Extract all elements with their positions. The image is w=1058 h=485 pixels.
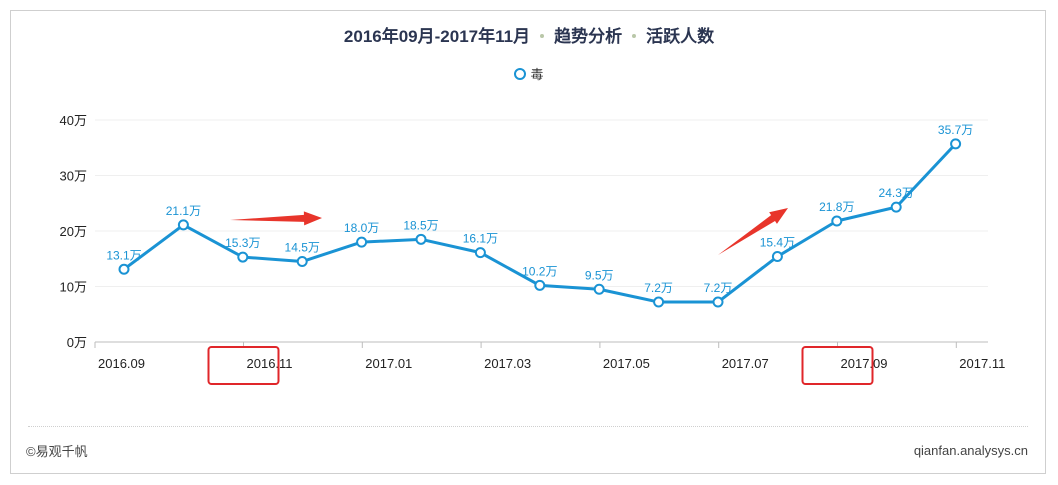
x-tick-label: 2016.09 <box>98 356 145 371</box>
data-point <box>177 219 189 231</box>
data-point <box>890 201 902 213</box>
data-label: 10.2万 <box>522 264 557 278</box>
legend-series-name: 毒 <box>530 67 544 82</box>
title-date-range: 2016年09月-2017年11月 <box>343 27 531 46</box>
y-tick-label: 0万 <box>67 335 87 350</box>
x-tick-label: 2017.11 <box>959 356 1005 371</box>
legend[interactable]: 毒 <box>0 64 1058 83</box>
data-point <box>950 138 962 150</box>
data-point <box>771 251 783 263</box>
data-point <box>593 283 605 295</box>
y-tick-label: 30万 <box>60 169 87 184</box>
legend-marker-icon <box>514 68 527 80</box>
x-tick-label: 2017.05 <box>603 356 650 371</box>
trend-arrow-icon <box>230 211 322 226</box>
x-tick-label: 2016.11 <box>247 356 293 371</box>
chart-frame <box>10 10 1046 474</box>
x-tick-label: 2017.09 <box>841 356 888 371</box>
data-point <box>653 296 665 308</box>
data-point <box>296 256 308 268</box>
title-separator-dot <box>540 33 545 38</box>
data-label: 24.3万 <box>879 186 914 200</box>
highlight-box <box>207 346 280 385</box>
data-label: 35.7万 <box>938 123 973 137</box>
data-point <box>118 263 130 275</box>
data-label: 7.2万 <box>704 281 733 295</box>
source-url[interactable]: qianfan.analysys.cn <box>913 443 1028 458</box>
highlight-box <box>801 346 874 385</box>
data-label: 14.5万 <box>285 241 320 255</box>
data-label: 16.1万 <box>463 232 498 246</box>
data-label: 15.3万 <box>225 236 260 250</box>
data-label: 18.0万 <box>344 221 379 235</box>
data-label: 21.8万 <box>819 200 854 214</box>
x-tick-label: 2017.03 <box>484 356 531 371</box>
trend-arrow-icon <box>718 207 789 255</box>
x-tick-label: 2017.07 <box>722 356 769 371</box>
title-section: 趋势分析 <box>554 27 623 46</box>
data-label: 7.2万 <box>644 281 673 295</box>
footer-divider <box>28 426 1028 427</box>
data-point <box>712 296 724 308</box>
x-tick-label: 2017.01 <box>365 356 412 371</box>
data-label: 21.1万 <box>166 204 201 218</box>
data-label: 18.5万 <box>403 218 438 232</box>
y-tick-label: 10万 <box>60 280 87 295</box>
data-label: 13.1万 <box>106 248 141 262</box>
data-point <box>356 236 368 248</box>
title-separator-dot <box>632 33 637 38</box>
title-metric: 活跃人数 <box>646 27 715 46</box>
chart-title: 2016年09月-2017年11月 趋势分析 活跃人数 <box>0 22 1058 47</box>
y-tick-label: 20万 <box>60 224 87 239</box>
data-point <box>415 233 427 245</box>
data-point <box>237 251 249 263</box>
data-point <box>534 279 546 291</box>
y-tick-label: 40万 <box>60 113 87 128</box>
data-point <box>474 247 486 259</box>
data-point <box>831 215 843 227</box>
copyright-text: ©易观千帆 <box>26 444 88 459</box>
data-label: 9.5万 <box>585 268 614 282</box>
data-label: 15.4万 <box>760 236 795 250</box>
